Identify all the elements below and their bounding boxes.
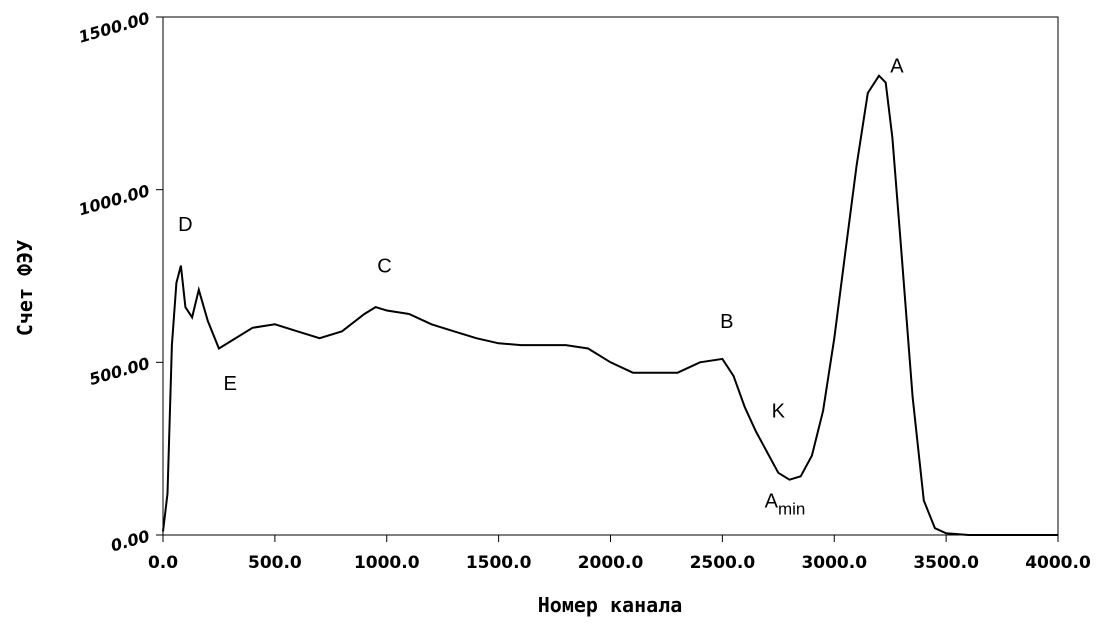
- x-axis-ticks: 0.0 500.0 1000.0 1500.0 2000.0 2500.0 3000.0 35…: [148, 535, 1091, 573]
- peak-annotations: A B C D E K Amin: [178, 55, 904, 518]
- annotation-label: K: [772, 401, 786, 423]
- x-tick-label: 1000.0: [354, 553, 420, 573]
- y-tick-label: 0.00: [109, 526, 152, 555]
- x-tick-label: 500.0: [248, 553, 302, 573]
- x-axis-title: Номер канала: [538, 593, 683, 617]
- x-tick-label: 3500.0: [913, 553, 979, 573]
- x-tick-label: 1500.0: [466, 553, 532, 573]
- annotation-label: D: [178, 214, 192, 236]
- x-tick-label: 2500.0: [690, 553, 756, 573]
- x-tick-label: 4000.0: [1025, 553, 1091, 573]
- annotation-label: B: [720, 311, 733, 333]
- annotation-label: E: [223, 373, 236, 395]
- annotation-label: A: [890, 55, 904, 77]
- spectrum-series-line: [162, 74, 1058, 536]
- y-tick-label: 1000.00: [76, 181, 151, 219]
- annotation-label: Amin: [765, 490, 806, 518]
- y-tick-label: 500.00: [87, 354, 152, 389]
- y-axis-ticks: 0.00 500.00 1000.00 1500.00: [76, 8, 163, 555]
- y-axis-title: Счет ФЭУ: [13, 240, 37, 336]
- annotation-label: C: [377, 256, 391, 278]
- plot-frame: [162, 16, 1059, 536]
- x-tick-label: 2000.0: [578, 553, 644, 573]
- y-tick-label: 1500.00: [76, 8, 151, 46]
- x-tick-label: 0.0: [148, 553, 178, 573]
- x-tick-label: 3000.0: [801, 553, 867, 573]
